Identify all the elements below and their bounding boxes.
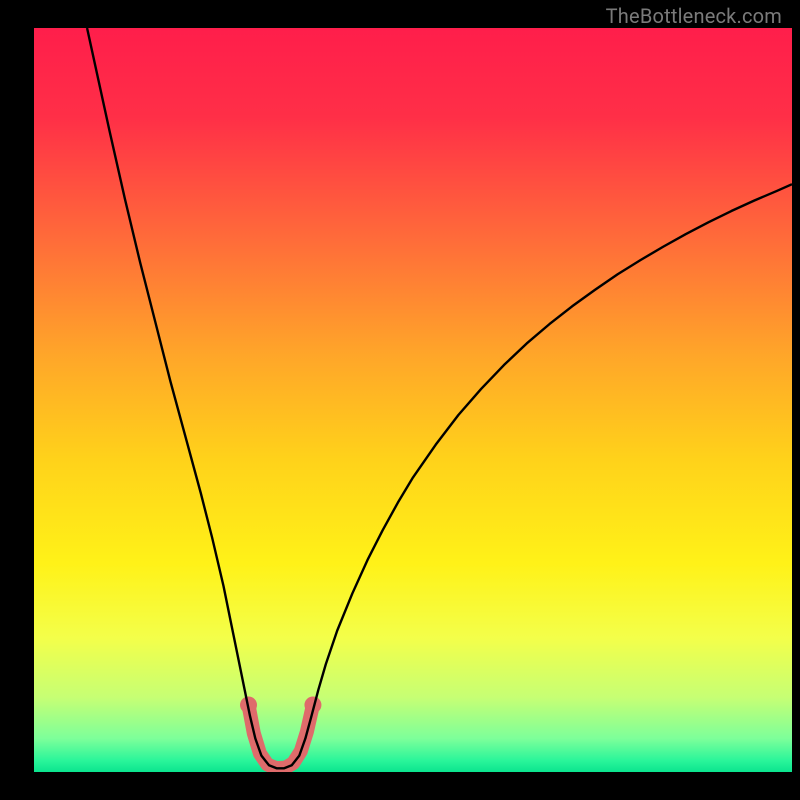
- chart-svg: [34, 28, 792, 772]
- watermark-text: TheBottleneck.com: [606, 4, 782, 28]
- highlight-valley-dots: [240, 697, 321, 714]
- highlight-valley-stroke: [249, 705, 313, 768]
- bottleneck-curve: [87, 28, 792, 768]
- plot-area: [34, 28, 792, 772]
